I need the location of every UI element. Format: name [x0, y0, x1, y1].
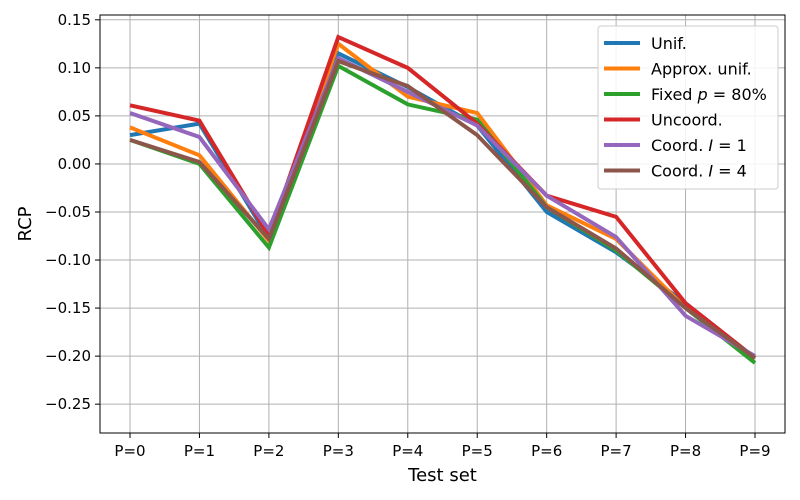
x-tick-label: P=4	[392, 442, 423, 460]
y-tick-label: −0.25	[45, 395, 91, 413]
y-tick-label: 0.05	[58, 107, 91, 125]
x-tick-label: P=2	[253, 442, 284, 460]
y-axis-label: RCP	[15, 206, 36, 241]
x-tick-label: P=3	[323, 442, 354, 460]
legend-label: Coord. I = 4	[651, 162, 747, 181]
legend-label: Approx. unif.	[651, 60, 752, 79]
series-line	[129, 58, 757, 360]
legend: Unif. Approx. unif. Fixed p = 80% Uncoord. C…	[597, 25, 779, 190]
y-tick-label: 0.10	[58, 59, 91, 77]
x-axis-label: Test set	[407, 465, 477, 486]
y-tick-label: 0.15	[58, 11, 91, 29]
legend-label: Fixed p = 80%	[651, 85, 767, 104]
legend-frame	[597, 25, 779, 190]
x-tick-label: P=9	[739, 442, 770, 460]
x-tick-label: P=7	[601, 442, 632, 460]
x-tick-label: P=6	[531, 442, 562, 460]
legend-label: Coord. I = 1	[651, 136, 747, 155]
x-tick-label: P=8	[670, 442, 701, 460]
y-tick-label: −0.20	[45, 347, 91, 365]
y-tick-label: −0.15	[45, 299, 91, 317]
plot-frame	[99, 14, 786, 434]
x-axis-ticks: P=0 P=1 P=2 P=3 P=4 P=5 P=6 P=7 P=8 P=9	[114, 433, 771, 460]
series-line	[129, 34, 757, 360]
y-tick-label: −0.10	[45, 251, 91, 269]
y-axis-ticks: 0.15 0.10 0.05 0.00 −0.05 −0.10 −0.15 −0.20 −0.2…	[45, 11, 100, 413]
series-lines	[129, 34, 757, 365]
x-tick-label: P=1	[184, 442, 215, 460]
x-tick-label: P=5	[462, 442, 493, 460]
x-tick-label: P=0	[114, 442, 145, 460]
legend-label: Unif.	[651, 34, 687, 53]
y-tick-label: −0.05	[45, 203, 91, 221]
y-tick-label: 0.00	[58, 155, 91, 173]
legend-label: Uncoord.	[651, 111, 723, 130]
